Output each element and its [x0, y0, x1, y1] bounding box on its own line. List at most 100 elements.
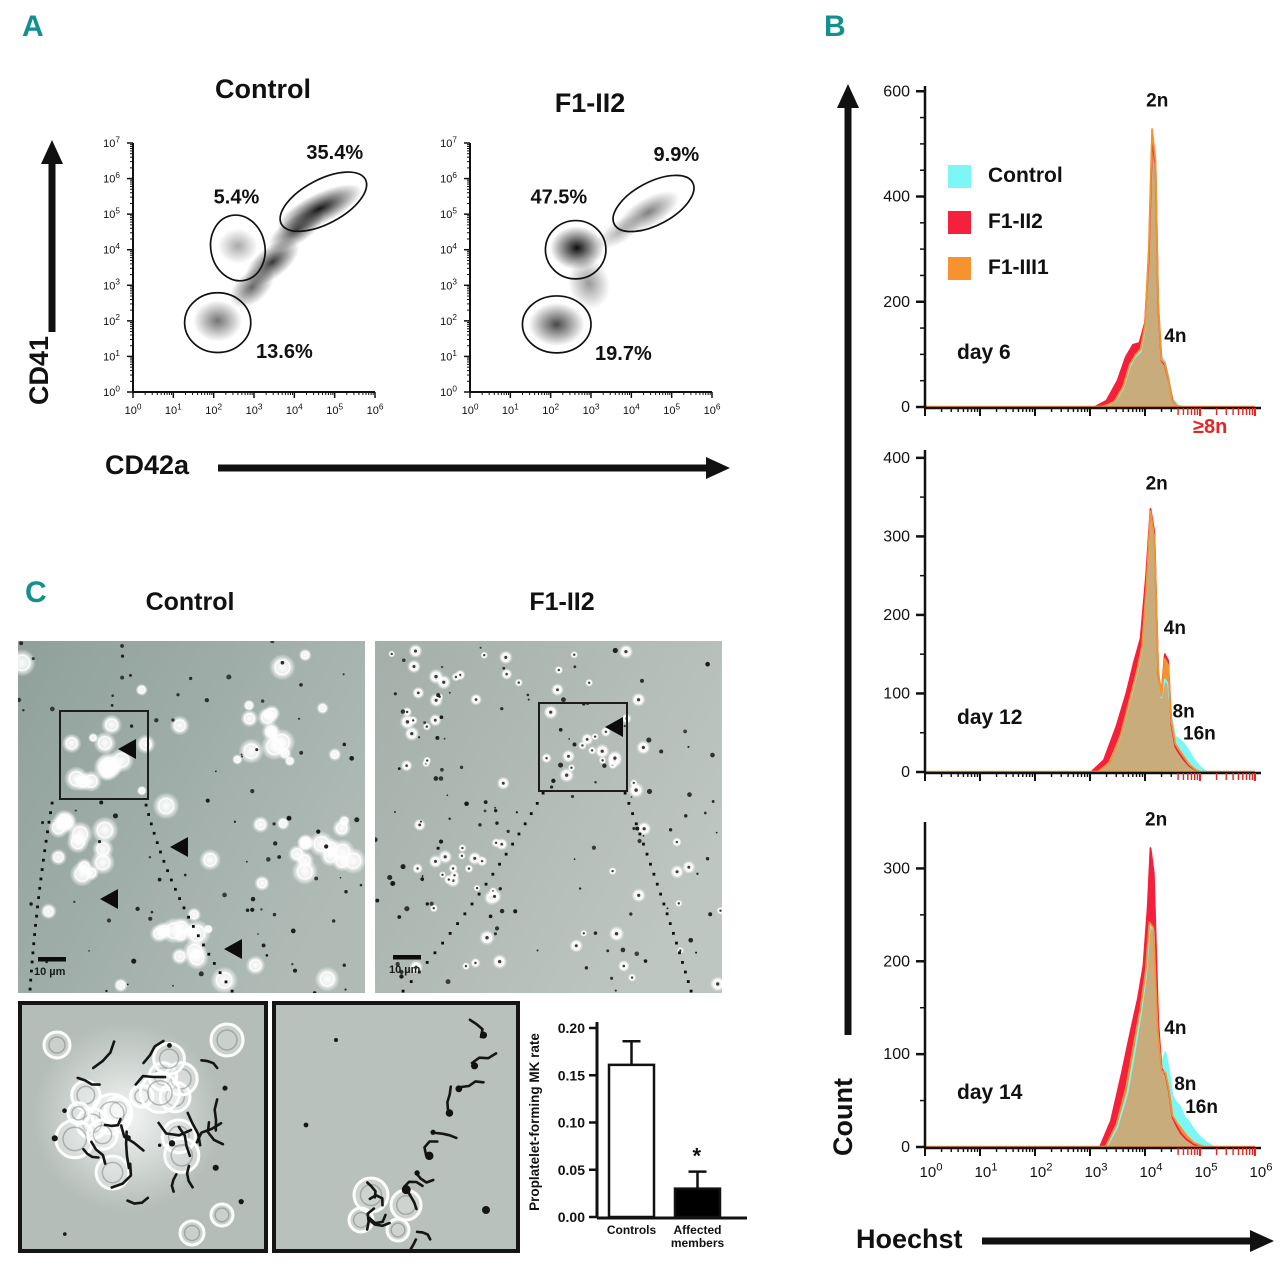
legend-swatch-f1ii2: [948, 210, 971, 234]
svg-text:100: 100: [440, 384, 457, 399]
svg-text:Proplatelet-forming MK rate: Proplatelet-forming MK rate: [527, 1033, 542, 1211]
svg-text:35.4%: 35.4%: [306, 142, 363, 164]
svg-text:0: 0: [901, 1139, 910, 1156]
svg-text:≥8n: ≥8n: [1193, 416, 1227, 438]
proplatelet-bar-chart: 0.00 0.05 0.10 0.15 0.20 Controls * Affectedmem…: [527, 1020, 747, 1250]
svg-text:0.15: 0.15: [558, 1067, 585, 1083]
svg-text:103: 103: [440, 278, 457, 293]
svg-text:Affected: Affected: [673, 1223, 721, 1237]
svg-text:47.5%: 47.5%: [531, 186, 588, 208]
panel-a-title-control: Control: [215, 74, 311, 104]
svg-text:107: 107: [440, 135, 457, 150]
svg-text:9.9%: 9.9%: [654, 144, 700, 166]
svg-text:104: 104: [1140, 1162, 1163, 1181]
svg-text:200: 200: [883, 294, 910, 311]
svg-text:105: 105: [440, 207, 457, 222]
svg-text:103: 103: [246, 402, 263, 417]
svg-text:101: 101: [440, 349, 457, 364]
svg-text:300: 300: [883, 528, 910, 545]
svg-text:0: 0: [901, 764, 910, 781]
svg-text:104: 104: [623, 402, 640, 417]
svg-text:106: 106: [103, 171, 120, 186]
panel-c-title-f1ii2: F1-II2: [529, 588, 595, 616]
svg-text:101: 101: [975, 1162, 998, 1181]
svg-text:101: 101: [165, 402, 182, 417]
svg-text:0: 0: [901, 399, 910, 416]
svg-text:105: 105: [326, 402, 343, 417]
svg-text:13.6%: 13.6%: [256, 341, 313, 363]
svg-text:8n: 8n: [1173, 701, 1195, 722]
micrograph-inset-control: [18, 1001, 268, 1253]
svg-text:100: 100: [883, 685, 910, 702]
svg-text:19.7%: 19.7%: [595, 343, 652, 365]
svg-text:0.00: 0.00: [558, 1209, 585, 1225]
svg-text:0.10: 0.10: [558, 1115, 585, 1131]
legend-swatch-control: [948, 164, 971, 188]
svg-text:105: 105: [103, 207, 120, 222]
svg-text:10 µm: 10 µm: [389, 964, 421, 976]
svg-text:100: 100: [125, 402, 142, 417]
svg-text:105: 105: [1195, 1162, 1218, 1181]
svg-text:106: 106: [1250, 1162, 1273, 1181]
svg-text:*: *: [693, 1144, 702, 1169]
svg-text:0.05: 0.05: [558, 1162, 585, 1178]
legend-item-f1ii2: F1-II2: [948, 210, 1063, 234]
svg-text:4n: 4n: [1164, 1018, 1186, 1039]
svg-text:102: 102: [1030, 1162, 1053, 1181]
svg-text:16n: 16n: [1185, 1097, 1218, 1118]
micrograph-f1ii2: 10 µm: [375, 641, 722, 993]
svg-text:100: 100: [462, 402, 479, 417]
svg-text:104: 104: [103, 242, 120, 257]
svg-text:0.20: 0.20: [558, 1020, 585, 1036]
svg-text:106: 106: [440, 171, 457, 186]
svg-text:4n: 4n: [1164, 326, 1186, 347]
hoechst-axis-label: Hoechst: [856, 1224, 963, 1254]
svg-text:400: 400: [883, 189, 910, 206]
svg-text:16n: 16n: [1183, 723, 1216, 744]
svg-text:2n: 2n: [1146, 474, 1168, 495]
svg-text:103: 103: [583, 402, 600, 417]
ploidy-histograms: 0 200 400 600 2n 4n ≥8n day 6 0 100 200 300 400 2n 4n 8…: [837, 83, 1274, 1252]
svg-text:106: 106: [704, 402, 721, 417]
svg-text:200: 200: [883, 953, 910, 970]
svg-text:103: 103: [103, 278, 120, 293]
legend-label-f1iii1: F1-III1: [988, 256, 1049, 279]
panel-c-label: C: [25, 576, 47, 609]
svg-text:300: 300: [883, 860, 910, 877]
micrograph-inset-control-svg: [22, 1005, 264, 1249]
panel-a-label: A: [22, 10, 44, 43]
svg-text:102: 102: [440, 313, 457, 328]
svg-text:200: 200: [883, 607, 910, 624]
legend-swatch-f1iii1: [948, 256, 971, 280]
cd42a-axis-label: CD42a: [105, 450, 190, 480]
svg-text:104: 104: [440, 242, 457, 257]
svg-text:101: 101: [502, 402, 519, 417]
micrograph-control: 10 µm: [18, 641, 365, 993]
svg-text:400: 400: [883, 450, 910, 467]
svg-text:day 12: day 12: [957, 706, 1022, 729]
micrograph-inset-f1ii2-svg: [276, 1005, 516, 1249]
svg-text:102: 102: [542, 402, 559, 417]
svg-text:2n: 2n: [1146, 90, 1168, 111]
histogram-legend: Control F1-II2 F1-III1: [948, 164, 1063, 302]
flow-cytometry-plots: 100 101 102 103 104 105 106 107 100 101 102 103 104 1…: [41, 135, 730, 479]
legend-label-f1ii2: F1-II2: [988, 210, 1043, 233]
svg-text:members: members: [671, 1236, 725, 1250]
svg-text:100: 100: [920, 1162, 943, 1181]
svg-text:102: 102: [103, 313, 120, 328]
svg-text:100: 100: [883, 1046, 910, 1063]
svg-text:4n: 4n: [1164, 618, 1186, 639]
svg-text:day 14: day 14: [957, 1081, 1023, 1104]
svg-text:day 6: day 6: [957, 341, 1011, 364]
svg-text:100: 100: [103, 384, 120, 399]
svg-text:Controls: Controls: [607, 1223, 657, 1237]
svg-text:103: 103: [1085, 1162, 1108, 1181]
legend-label-control: Control: [988, 164, 1063, 187]
svg-text:101: 101: [103, 349, 120, 364]
svg-text:600: 600: [883, 83, 910, 100]
svg-text:8n: 8n: [1174, 1074, 1196, 1095]
svg-text:107: 107: [103, 135, 120, 150]
svg-text:5.4%: 5.4%: [214, 186, 260, 208]
legend-item-f1iii1: F1-III1: [948, 256, 1063, 280]
